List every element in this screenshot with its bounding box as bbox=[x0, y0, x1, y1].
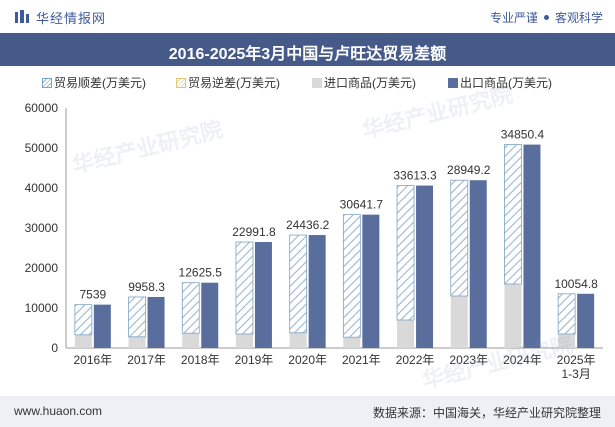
surplus-bar bbox=[396, 185, 415, 321]
y-tick-label: 40000 bbox=[25, 181, 59, 195]
export-bar bbox=[308, 235, 326, 348]
export-bar bbox=[362, 214, 380, 348]
data-label: 7539 bbox=[79, 288, 106, 302]
data-label: 28949.2 bbox=[447, 163, 491, 177]
export-bar bbox=[254, 242, 272, 348]
y-tick-label: 0 bbox=[51, 341, 58, 355]
logo-icon bbox=[15, 10, 29, 23]
x-tick-label: 2020年 bbox=[288, 353, 327, 367]
x-tick-label: 2025年 1-3月 bbox=[557, 353, 596, 381]
y-tick-label: 50000 bbox=[25, 141, 59, 155]
x-tick-label: 2018年 bbox=[181, 353, 220, 367]
x-tick-label: 2016年 bbox=[73, 353, 112, 367]
surplus-bar bbox=[181, 282, 200, 334]
surplus-bar bbox=[289, 234, 308, 334]
slogan: 专业严谨 客观科学 bbox=[490, 9, 603, 26]
data-label: 30641.7 bbox=[340, 198, 384, 212]
legend-item-exports: 出口商品(万美元) bbox=[448, 74, 552, 91]
import-bar bbox=[504, 284, 522, 348]
surplus-bar bbox=[504, 144, 522, 285]
import-bar bbox=[182, 333, 200, 348]
legend-label-imports: 进口商品(万美元) bbox=[324, 76, 416, 90]
surplus-bar bbox=[74, 304, 93, 336]
legend-swatch-exports bbox=[448, 78, 458, 88]
data-label: 34850.4 bbox=[501, 128, 545, 142]
x-tick-label: 2023年 bbox=[449, 353, 488, 367]
legend-label-surplus: 贸易顺差(万美元) bbox=[54, 76, 146, 90]
data-label: 22991.8 bbox=[232, 225, 276, 239]
legend-item-deficit: 贸易逆差(万美元) bbox=[176, 74, 280, 91]
surplus-bar bbox=[342, 214, 361, 338]
dot-separator-icon bbox=[543, 15, 549, 21]
data-label: 24436.2 bbox=[286, 218, 330, 232]
data-source: 数据来源：中国海关，华经产业研究院整理 bbox=[372, 406, 601, 420]
x-tick-label: 2019年 bbox=[235, 353, 274, 367]
y-tick-label: 60000 bbox=[25, 101, 59, 115]
chart-legend: 贸易顺差(万美元) 贸易逆差(万美元) 进口商品(万美元) 出口商品(万美元) bbox=[0, 72, 615, 90]
x-tick-label: 2024年 bbox=[503, 353, 542, 367]
legend-swatch-deficit bbox=[176, 78, 186, 88]
export-bar bbox=[416, 185, 434, 348]
slogan-tag-1: 专业严谨 bbox=[489, 11, 538, 25]
x-tick-label: 2017年 bbox=[127, 353, 166, 367]
export-bar bbox=[469, 180, 487, 348]
website-link[interactable]: www.huaon.com bbox=[14, 404, 103, 418]
export-bar bbox=[523, 144, 541, 348]
import-bar bbox=[235, 334, 253, 348]
import-bar bbox=[289, 332, 307, 348]
legend-swatch-imports bbox=[312, 78, 322, 88]
top-bar: 华经情报网 专业严谨 客观科学 bbox=[0, 0, 615, 33]
brand-name: 华经情报网 bbox=[36, 11, 107, 26]
import-bar bbox=[450, 296, 468, 348]
surplus-bar bbox=[235, 241, 254, 335]
legend-swatch-surplus bbox=[42, 78, 52, 88]
chart-title: 2016-2025年3月中国与卢旺达贸易差额 bbox=[168, 46, 447, 63]
y-tick-label: 20000 bbox=[25, 261, 59, 275]
y-tick-label: 10000 bbox=[25, 301, 59, 315]
legend-item-imports: 进口商品(万美元) bbox=[312, 74, 416, 91]
export-bar bbox=[93, 304, 111, 348]
data-label: 12625.5 bbox=[179, 266, 223, 280]
legend-label-exports: 出口商品(万美元) bbox=[460, 76, 552, 90]
surplus-bar bbox=[128, 296, 146, 338]
export-bar bbox=[577, 293, 595, 348]
export-bar bbox=[201, 282, 219, 348]
legend-item-surplus: 贸易顺差(万美元) bbox=[42, 74, 146, 91]
title-bar: 2016-2025年3月中国与卢旺达贸易差额 bbox=[0, 33, 615, 66]
import-bar bbox=[397, 320, 415, 348]
import-bar bbox=[128, 336, 146, 348]
data-label: 10054.8 bbox=[554, 277, 598, 291]
bar-chart: 0 10000 20000 30000 40000 50000 60000 7539 2016… bbox=[25, 101, 603, 381]
y-tick-label: 30000 bbox=[25, 221, 59, 235]
slogan-tag-2: 客观科学 bbox=[554, 11, 603, 25]
data-label: 9958.3 bbox=[128, 280, 165, 294]
surplus-bar bbox=[450, 179, 469, 297]
footer: www.huaon.com 数据来源：中国海关，华经产业研究院整理 bbox=[0, 396, 615, 427]
legend-label-deficit: 贸易逆差(万美元) bbox=[188, 76, 280, 90]
export-bar bbox=[147, 296, 165, 348]
x-tick-label: 2021年 bbox=[342, 353, 381, 367]
import-bar bbox=[343, 337, 361, 348]
import-bar bbox=[558, 334, 576, 348]
import-bar bbox=[74, 334, 92, 348]
data-label: 33613.3 bbox=[393, 169, 437, 183]
surplus-bar bbox=[557, 293, 576, 335]
x-tick-label: 2022年 bbox=[396, 353, 435, 367]
